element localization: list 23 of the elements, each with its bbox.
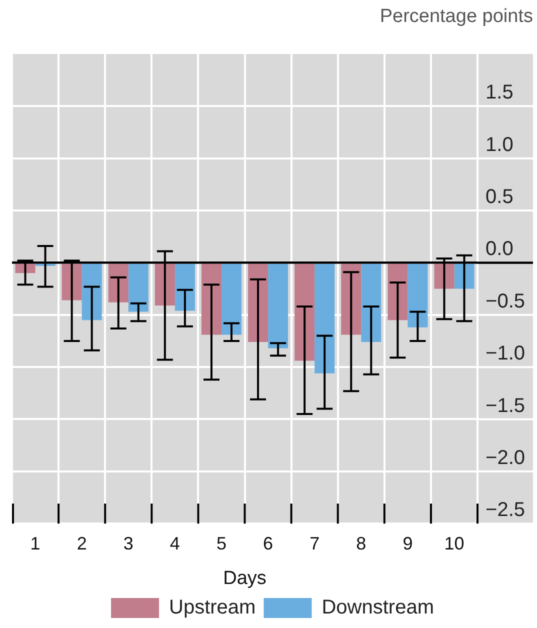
y-tick-label: 0.5 — [486, 186, 514, 208]
y-tick-label: −0.5 — [486, 290, 525, 312]
x-tick-label: 6 — [263, 533, 274, 554]
x-tick-label: 9 — [402, 533, 413, 554]
y-tick-label: −1.0 — [486, 342, 525, 365]
x-tick-label: 8 — [356, 533, 366, 554]
y-tick-label: −2.0 — [486, 446, 525, 469]
y-tick-label: 1.0 — [486, 134, 514, 156]
y-tick-label: −2.5 — [486, 499, 525, 522]
y-tick-label: 1.5 — [486, 82, 514, 104]
x-tick-label: 7 — [310, 533, 320, 554]
y-tick-label: 0.0 — [486, 238, 514, 260]
x-tick-label: 1 — [30, 533, 40, 554]
x-tick-label: 5 — [216, 533, 226, 554]
legend-label: Downstream — [322, 596, 434, 619]
x-tick-label: 4 — [170, 533, 180, 554]
x-axis-title: Days — [223, 568, 266, 589]
y-tick-label: −1.5 — [486, 394, 525, 417]
x-tick-label: 10 — [444, 533, 464, 554]
x-tick-label: 3 — [123, 533, 134, 554]
x-tick-label: 2 — [76, 533, 87, 554]
y-axis-title: Percentage points — [378, 5, 533, 29]
legend-label: Upstream — [169, 596, 256, 619]
